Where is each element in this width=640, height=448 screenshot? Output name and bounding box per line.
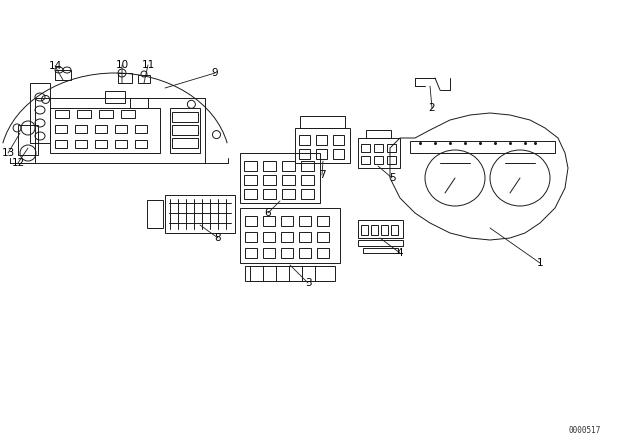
Text: 1: 1 bbox=[537, 258, 543, 268]
Bar bbox=[130, 98, 148, 108]
Bar bbox=[118, 73, 132, 83]
Bar bbox=[282, 161, 295, 171]
Bar bbox=[358, 220, 403, 238]
Bar bbox=[172, 125, 198, 135]
Bar bbox=[240, 153, 320, 203]
Bar bbox=[361, 156, 370, 164]
Bar bbox=[299, 149, 310, 159]
Bar bbox=[263, 175, 276, 185]
Bar bbox=[55, 125, 67, 133]
Text: 8: 8 bbox=[214, 233, 221, 243]
Text: 9: 9 bbox=[212, 68, 218, 78]
Bar bbox=[391, 225, 398, 235]
Bar bbox=[387, 144, 396, 152]
Bar bbox=[95, 140, 107, 148]
Bar bbox=[172, 138, 198, 148]
Bar bbox=[245, 248, 257, 258]
Bar bbox=[363, 248, 398, 253]
Bar bbox=[301, 175, 314, 185]
Bar bbox=[138, 75, 150, 83]
Bar bbox=[244, 175, 257, 185]
Bar bbox=[316, 149, 327, 159]
Bar bbox=[281, 248, 293, 258]
Bar bbox=[299, 248, 311, 258]
Bar bbox=[263, 189, 276, 199]
Bar bbox=[301, 161, 314, 171]
Bar bbox=[135, 125, 147, 133]
Text: 10: 10 bbox=[115, 60, 129, 70]
Bar bbox=[281, 232, 293, 242]
Text: 5: 5 bbox=[388, 173, 396, 183]
Bar bbox=[263, 232, 275, 242]
Bar bbox=[316, 135, 327, 145]
Bar bbox=[374, 144, 383, 152]
Bar bbox=[381, 225, 388, 235]
Bar bbox=[299, 135, 310, 145]
Bar bbox=[263, 161, 276, 171]
Bar bbox=[358, 138, 400, 168]
Text: 6: 6 bbox=[265, 208, 271, 218]
Bar bbox=[99, 110, 113, 118]
Bar bbox=[244, 189, 257, 199]
Bar bbox=[245, 216, 257, 226]
Bar bbox=[115, 140, 127, 148]
Bar bbox=[147, 200, 163, 228]
Bar bbox=[387, 156, 396, 164]
Bar bbox=[245, 232, 257, 242]
Bar bbox=[299, 216, 311, 226]
Bar bbox=[240, 208, 340, 263]
Text: 13: 13 bbox=[1, 148, 15, 158]
Bar bbox=[77, 110, 91, 118]
Bar bbox=[333, 149, 344, 159]
Bar bbox=[75, 140, 87, 148]
Bar bbox=[317, 216, 329, 226]
Bar bbox=[263, 216, 275, 226]
Bar bbox=[366, 130, 391, 138]
Bar bbox=[245, 266, 335, 281]
Bar bbox=[374, 156, 383, 164]
Bar bbox=[299, 232, 311, 242]
Bar bbox=[361, 144, 370, 152]
Text: 7: 7 bbox=[319, 170, 325, 180]
Bar bbox=[75, 125, 87, 133]
Bar bbox=[358, 240, 403, 246]
Bar bbox=[361, 225, 368, 235]
Bar bbox=[55, 140, 67, 148]
Bar bbox=[135, 140, 147, 148]
Bar bbox=[371, 225, 378, 235]
Bar bbox=[281, 216, 293, 226]
Bar bbox=[317, 232, 329, 242]
Bar bbox=[282, 189, 295, 199]
Text: 4: 4 bbox=[397, 248, 403, 258]
Bar bbox=[333, 135, 344, 145]
Bar bbox=[301, 189, 314, 199]
Bar bbox=[295, 128, 350, 163]
Text: 2: 2 bbox=[429, 103, 435, 113]
Bar bbox=[30, 83, 50, 143]
Bar bbox=[282, 175, 295, 185]
Bar bbox=[95, 125, 107, 133]
Text: 11: 11 bbox=[141, 60, 155, 70]
Bar bbox=[263, 248, 275, 258]
Bar bbox=[18, 125, 38, 155]
Text: 3: 3 bbox=[305, 278, 311, 288]
Bar bbox=[121, 110, 135, 118]
Bar bbox=[165, 195, 235, 233]
Text: 0000517: 0000517 bbox=[569, 426, 601, 435]
Bar bbox=[244, 161, 257, 171]
Text: 12: 12 bbox=[12, 158, 24, 168]
Bar bbox=[55, 110, 69, 118]
Bar bbox=[55, 70, 71, 80]
Bar bbox=[300, 116, 345, 128]
Bar bbox=[105, 91, 125, 103]
Bar bbox=[172, 112, 198, 122]
Bar bbox=[410, 141, 555, 153]
Bar bbox=[115, 125, 127, 133]
Bar bbox=[170, 108, 200, 153]
Text: 14: 14 bbox=[49, 61, 61, 71]
Bar bbox=[50, 108, 160, 153]
Bar bbox=[317, 248, 329, 258]
